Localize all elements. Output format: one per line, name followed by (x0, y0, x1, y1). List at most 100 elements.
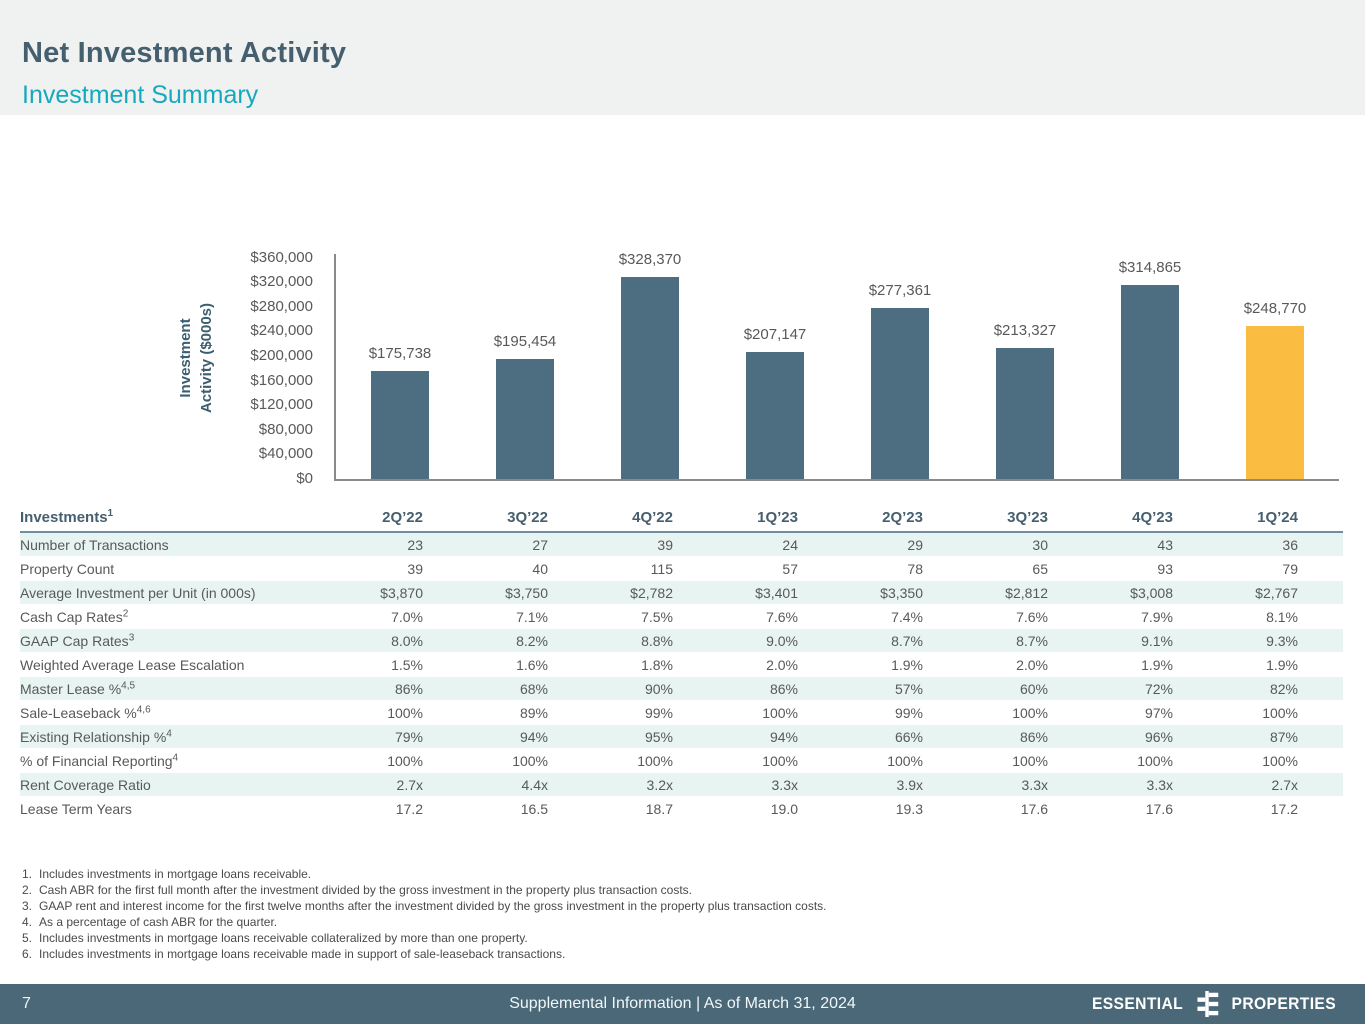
row-label: Sale-Leaseback %4,6 (20, 700, 298, 725)
table-cell: 78 (798, 556, 923, 581)
table-cell: 3.3x (1048, 772, 1173, 797)
table-cell: 18.7 (548, 796, 673, 821)
table-cell: 27 (423, 532, 548, 557)
company-logo: ESSENTIAL PROPERTIES (1088, 984, 1341, 1024)
footnote: 4. As a percentage of cash ABR for the qu… (22, 915, 278, 929)
table-row: Property Count 39 40 115 57 78 65 93 79 (20, 556, 1343, 581)
footnote: 2. Cash ABR for the first full month afte… (22, 883, 692, 897)
table-cell: 100% (673, 748, 798, 773)
table-cell: 86% (923, 724, 1048, 749)
table-cell: 60% (923, 676, 1048, 701)
table-cell: 82% (1173, 676, 1343, 701)
table-cell: 89% (423, 700, 548, 725)
table-cell: 79% (298, 724, 423, 749)
table-cell: 100% (298, 748, 423, 773)
table-cell: 24 (673, 532, 798, 557)
table-cell: 39 (298, 556, 423, 581)
table-cell: 86% (298, 676, 423, 701)
table-cell: 72% (1048, 676, 1173, 701)
page-subtitle: Investment Summary (22, 81, 259, 109)
table-cell: 3.3x (923, 772, 1048, 797)
table-cell: 99% (548, 700, 673, 725)
chart-bar-3 (746, 351, 804, 479)
chart-bar-5 (996, 347, 1054, 479)
table-cell: 4.4x (423, 772, 548, 797)
table-cell: 115 (548, 556, 673, 581)
column-header-6: 4Q’23 (1048, 509, 1173, 533)
investment-table: Investments1 2Q’22 3Q’22 4Q’22 1Q’23 2Q’23 3Q… (20, 509, 1343, 821)
table-cell: 1.9% (1048, 652, 1173, 677)
table-cell: 100% (673, 700, 798, 725)
y-tick-label: $200,000 (250, 346, 313, 364)
table-cell: 23 (298, 532, 423, 557)
table-cell: 94% (423, 724, 548, 749)
table-cell: 100% (923, 748, 1048, 773)
table-cell: 2.0% (923, 652, 1048, 677)
table-row: Weighted Average Lease Escalation 1.5% 1.6… (20, 652, 1343, 677)
table-cell: $3,008 (1048, 580, 1173, 605)
table-cell: $2,812 (923, 580, 1048, 605)
table-cell: $3,750 (423, 580, 548, 605)
table-cell: 93 (1048, 556, 1173, 581)
table-cell: 30 (923, 532, 1048, 557)
table-corner-header: Investments1 (20, 509, 298, 533)
table-cell: 94% (673, 724, 798, 749)
chart-bar-1 (496, 358, 554, 479)
table-cell: 8.2% (423, 628, 548, 653)
table-cell: 100% (1048, 748, 1173, 773)
essential-properties-logo-icon (1197, 991, 1219, 1017)
bar-value-label: $175,738 (368, 344, 432, 362)
table-cell: 19.3 (798, 796, 923, 821)
table-cell: 96% (1048, 724, 1173, 749)
table-cell: 100% (298, 700, 423, 725)
table-cell: 7.0% (298, 604, 423, 629)
table-cell: 95% (548, 724, 673, 749)
table-cell: 1.6% (423, 652, 548, 677)
footnotes: 1. Includes investments in mortgage loans… (22, 866, 827, 962)
table-cell: 1.5% (298, 652, 423, 677)
table-cell: 1.9% (1173, 652, 1343, 677)
table-cell: 7.9% (1048, 604, 1173, 629)
table-cell: 7.4% (798, 604, 923, 629)
table-cell: $3,870 (298, 580, 423, 605)
table-cell: 17.6 (1048, 796, 1173, 821)
row-label: Number of Transactions (20, 532, 298, 557)
table-cell: 2.0% (673, 652, 798, 677)
bar-value-label: $195,454 (493, 332, 557, 350)
table-cell: 17.2 (298, 796, 423, 821)
column-header-3: 1Q’23 (673, 509, 798, 533)
table-cell: $2,782 (548, 580, 673, 605)
table-cell: 2.7x (1173, 772, 1343, 797)
header-band: Net Investment Activity Investment Summa… (0, 0, 1365, 115)
logo-word-essential: ESSENTIAL (1092, 994, 1184, 1013)
row-label: GAAP Cap Rates3 (20, 628, 298, 653)
chart-bar-6 (1121, 285, 1179, 479)
y-tick-label: $280,000 (250, 297, 313, 315)
table-row: Lease Term Years 17.2 16.5 18.7 19.0 19.3 17.6… (20, 796, 1343, 821)
table-cell: 1.8% (548, 652, 673, 677)
table-cell: 99% (798, 700, 923, 725)
table-row: Master Lease %4,5 86% 68% 90% 86% 57% 60% 72% 82… (20, 676, 1343, 701)
bar-value-label: $213,327 (993, 321, 1057, 339)
table-cell: 29 (798, 532, 923, 557)
table-cell: 57% (798, 676, 923, 701)
footer-bar: 7 Supplemental Information | As of March… (0, 984, 1365, 1024)
table-cell: 43 (1048, 532, 1173, 557)
table-cell: 3.9x (798, 772, 923, 797)
table-row: GAAP Cap Rates3 8.0% 8.2% 8.8% 9.0% 8.7% 8.7% 9… (20, 628, 1343, 653)
table-cell: 19.0 (673, 796, 798, 821)
table-cell: $3,401 (673, 580, 798, 605)
bar-value-label: $207,147 (743, 325, 807, 343)
table-cell: 100% (548, 748, 673, 773)
chart-bar-7 (1246, 325, 1304, 479)
row-label: Rent Coverage Ratio (20, 772, 298, 797)
table-cell: 40 (423, 556, 548, 581)
table-cell: 86% (673, 676, 798, 701)
table-row: Cash Cap Rates2 7.0% 7.1% 7.5% 7.6% 7.4% 7.6% 7… (20, 604, 1343, 629)
column-header-4: 2Q’23 (798, 509, 923, 533)
table-cell: 2.7x (298, 772, 423, 797)
y-tick-label: $240,000 (250, 322, 313, 340)
table-cell: 90% (548, 676, 673, 701)
table-cell: 7.6% (673, 604, 798, 629)
table-cell: 39 (548, 532, 673, 557)
